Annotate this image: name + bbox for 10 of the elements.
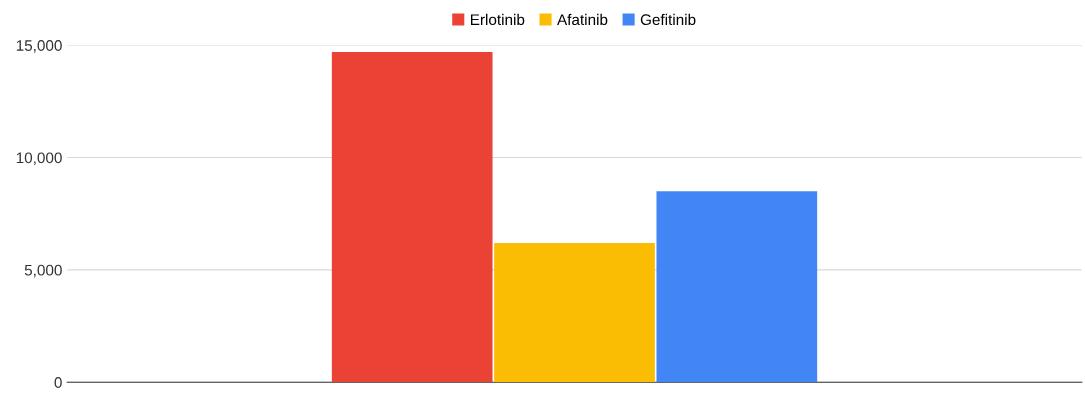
bar: [656, 191, 818, 383]
y-tick-label: 0: [54, 377, 62, 388]
legend-label: Afatinib: [557, 13, 608, 26]
legend-label: Gefitinib: [640, 13, 696, 26]
bar: [331, 51, 493, 383]
bar: [494, 242, 655, 383]
y-tick-label: 10,000: [16, 152, 62, 166]
y-tick-label: 15,000: [16, 40, 62, 53]
legend-label: Erlotinib: [470, 13, 525, 26]
y-tick-label: 5,000: [24, 264, 62, 278]
